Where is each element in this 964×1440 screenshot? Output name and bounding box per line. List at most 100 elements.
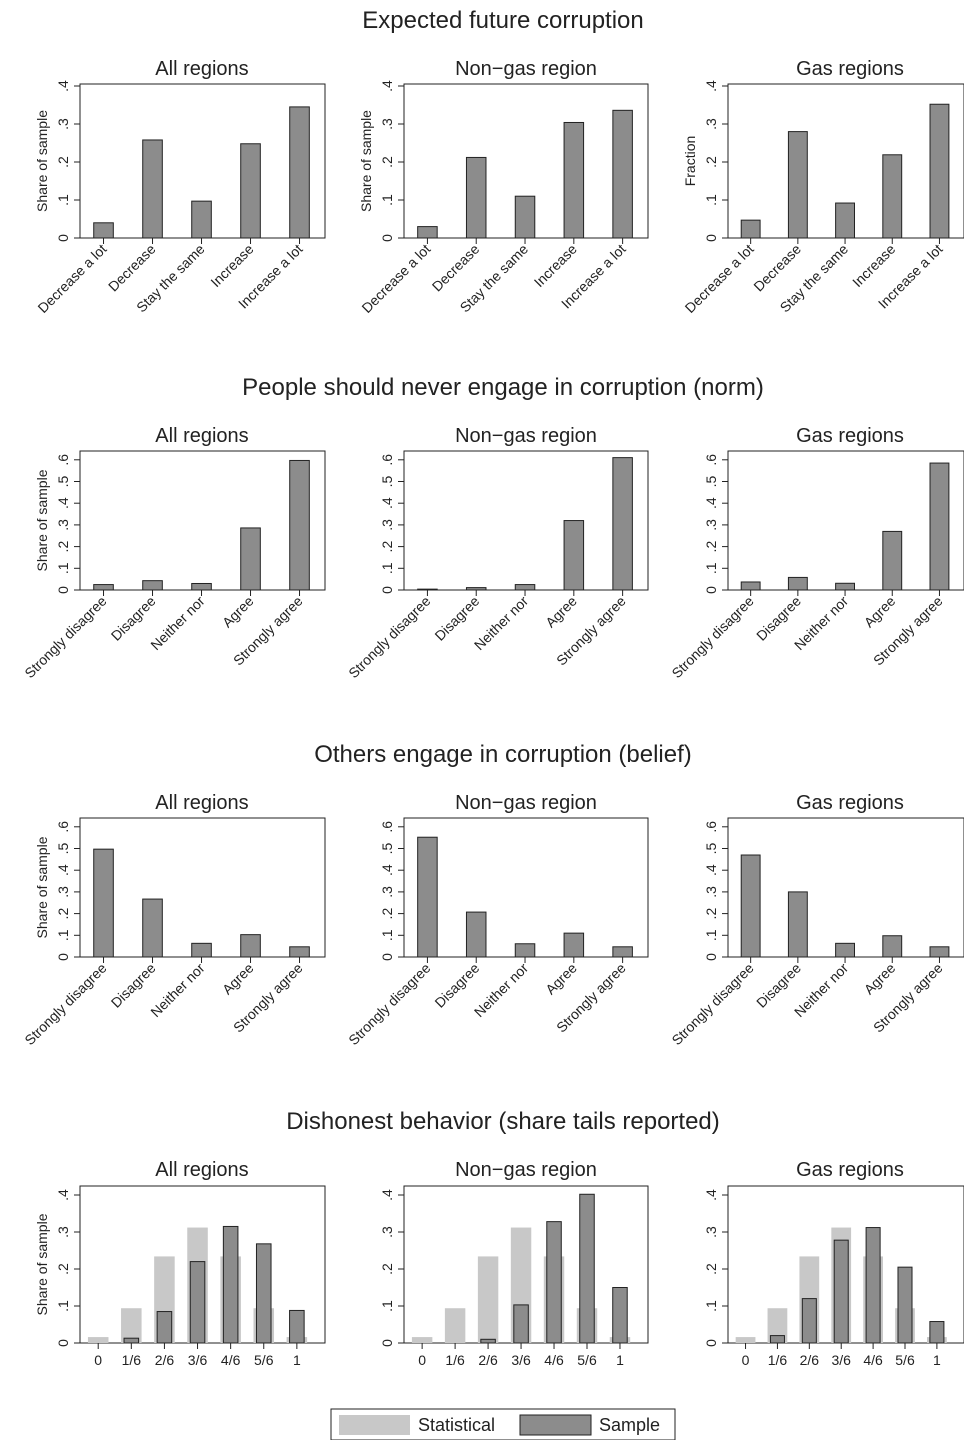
x-tick-label: 3/6 <box>511 1352 531 1368</box>
y-tick-label: 0 <box>55 586 71 594</box>
y-tick-label: .6 <box>55 821 71 833</box>
bar <box>289 106 310 239</box>
panel-3-1: All regions 0 .1 .2 .3 .4 .5 .6 Share of sample S… <box>21 792 326 1048</box>
bar-statistical <box>444 1308 466 1343</box>
plot-frame <box>727 817 964 958</box>
x-tick-label: Increase <box>531 241 580 290</box>
panel-2-3: Gas regions 0 .1 .2 .3 .4 .5 .6 Strongly disagre… <box>668 425 964 681</box>
y-tick-label: .1 <box>703 562 719 574</box>
bar-sample <box>289 1309 305 1344</box>
bar <box>612 109 633 239</box>
bar-sample <box>189 1261 206 1344</box>
x-tick-label: Decrease a lot <box>34 241 109 316</box>
y-tick-label: .4 <box>703 497 719 509</box>
x-tick-label: Neither nor <box>147 593 208 654</box>
x-tick-label: 0 <box>94 1352 102 1368</box>
bar <box>417 226 438 239</box>
x-tick-label: Increase <box>207 241 256 290</box>
x-tick-label: 1/6 <box>445 1352 465 1368</box>
panel-1-2: Non−gas region 0 .1 .2 .3 .4 Share of sample De… <box>358 58 649 316</box>
bar <box>929 946 950 958</box>
x-tick-label: Neither nor <box>471 960 532 1021</box>
x-tick-label: 5/6 <box>577 1352 597 1368</box>
y-tick-label: .5 <box>703 842 719 854</box>
x-tick-label: Disagree <box>431 960 482 1011</box>
y-axis-label: Share of sample <box>34 469 50 571</box>
bar-sample <box>156 1311 173 1344</box>
y-tick-label: .5 <box>379 842 395 854</box>
bar-sample <box>897 1266 913 1344</box>
bar <box>563 932 585 958</box>
x-tick-label: Strongly disagree <box>345 960 434 1049</box>
y-axis-label: Share of sample <box>34 836 50 938</box>
bar-sample <box>579 1193 595 1344</box>
bar <box>93 848 114 958</box>
x-tick-label: 4/6 <box>863 1352 883 1368</box>
y-axis-label: Share of sample <box>358 110 374 212</box>
x-tick-label: Disagree <box>431 593 482 644</box>
row-title: Others engage in corruption (belief) <box>314 741 692 768</box>
chart-row-3: Others engage in corruption (belief) All … <box>21 741 964 1048</box>
bar-sample <box>865 1227 881 1344</box>
bar-sample <box>929 1321 945 1344</box>
y-tick-label: .4 <box>379 864 395 876</box>
bar <box>142 580 163 591</box>
y-tick-label: .5 <box>55 475 71 487</box>
y-tick-label: .4 <box>703 1189 719 1201</box>
panel-2-1: All regions 0 .1 .2 .3 .4 .5 .6 Share of sample S… <box>21 425 326 681</box>
bar-statistical <box>121 1308 142 1343</box>
y-tick-label: 0 <box>703 586 719 594</box>
bar <box>929 462 950 591</box>
chart-row-2: People should never engage in corruption… <box>21 374 964 681</box>
row-title: People should never engage in corruption… <box>242 374 764 401</box>
y-tick-label: .6 <box>379 821 395 833</box>
x-tick-label: 4/6 <box>544 1352 564 1368</box>
bar <box>563 121 585 239</box>
plot-frame <box>727 450 964 591</box>
x-tick-label: Disagree <box>108 593 159 644</box>
bar <box>465 156 487 239</box>
plot-frame <box>79 817 326 958</box>
x-tick-label: Agree <box>861 593 899 631</box>
bar <box>514 195 536 239</box>
y-tick-label: .2 <box>379 1263 395 1275</box>
bar <box>240 934 261 958</box>
y-tick-label: .3 <box>379 519 395 531</box>
x-tick-label: 4/6 <box>221 1352 241 1368</box>
bar <box>563 520 585 591</box>
y-tick-label: .6 <box>379 454 395 466</box>
bar <box>835 582 855 591</box>
x-tick-label: 3/6 <box>188 1352 208 1368</box>
panel-2-2: Non−gas region 0 .1 .2 .3 .4 .5 .6 Strongly disa… <box>345 425 649 681</box>
y-tick-label: .4 <box>379 497 395 509</box>
bar-sample <box>769 1335 785 1344</box>
panel-subtitle: All regions <box>155 58 248 80</box>
x-tick-label: 1/6 <box>768 1352 788 1368</box>
y-tick-label: .5 <box>703 475 719 487</box>
x-tick-label: Neither nor <box>147 960 208 1021</box>
x-tick-label: 2/6 <box>800 1352 820 1368</box>
chart-row-1: Expected future corruption All regions 0 .1… <box>34 7 964 316</box>
x-tick-label: 0 <box>418 1352 426 1368</box>
bar-sample <box>222 1225 239 1344</box>
y-tick-label: .3 <box>379 886 395 898</box>
bar-sample <box>255 1243 272 1344</box>
y-tick-label: .6 <box>703 454 719 466</box>
y-tick-label: .1 <box>379 562 395 574</box>
y-tick-label: .2 <box>55 541 71 553</box>
plot-frame <box>403 817 649 958</box>
panel-subtitle: Gas regions <box>796 425 904 447</box>
panel-4-2: Non−gas region 0 .1 .2 .3 .4 0 1/6 2/6 3/6 4/6 5/6 1 <box>379 1159 649 1368</box>
x-tick-label: Decrease a lot <box>358 241 433 316</box>
bar <box>191 582 212 591</box>
bar <box>787 131 808 239</box>
x-tick-label: 2/6 <box>478 1352 498 1368</box>
y-tick-label: .6 <box>55 454 71 466</box>
y-tick-label: .4 <box>55 497 71 509</box>
y-tick-label: .1 <box>379 929 395 941</box>
y-tick-label: .1 <box>703 929 719 941</box>
x-tick-label: 1 <box>933 1352 941 1368</box>
legend-sample-label: Sample <box>599 1415 660 1435</box>
x-tick-label: Agree <box>861 960 899 998</box>
y-tick-label: .1 <box>55 562 71 574</box>
